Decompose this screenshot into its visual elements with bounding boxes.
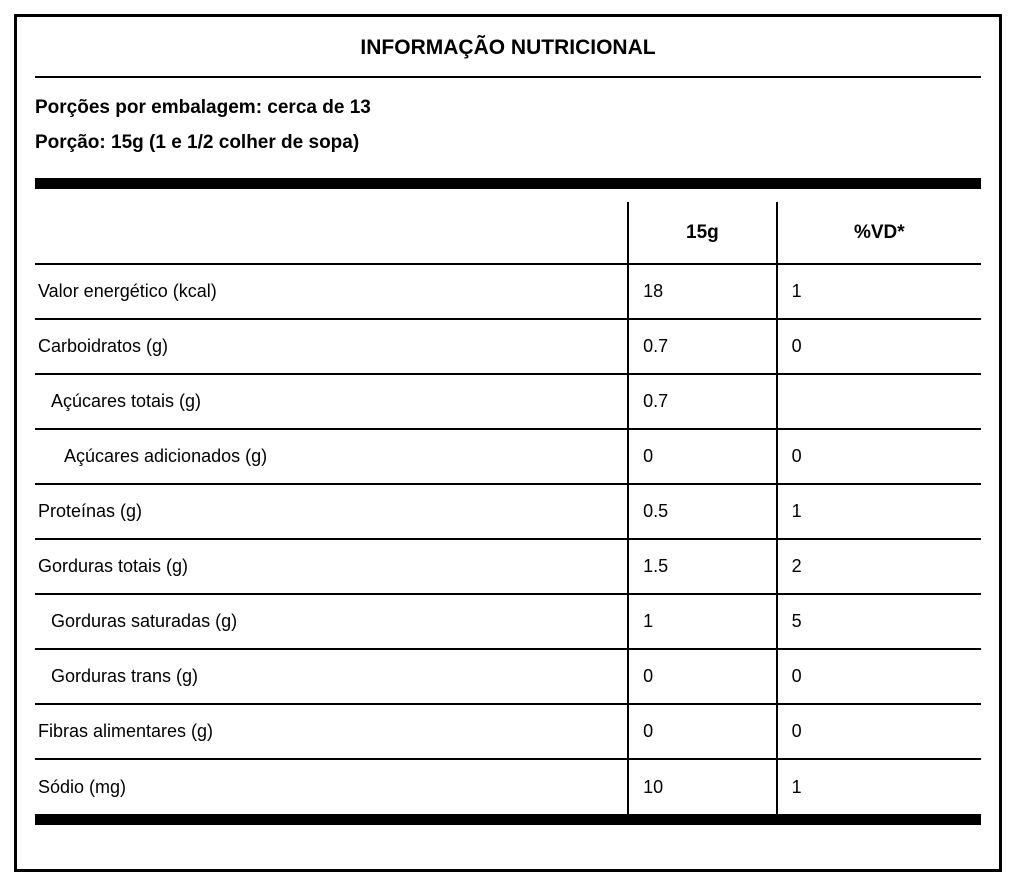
amount-cell: 10 (627, 759, 777, 814)
header-row: 15g %VD* (35, 202, 981, 265)
amount-cell: 1 (627, 594, 777, 650)
dv-cell: 2 (775, 539, 981, 595)
servings-per-package: Porções por embalagem: cerca de 13 (35, 97, 371, 118)
table-row: Gorduras totais (g) 1.5 2 (35, 539, 981, 595)
amount-cell: 0.5 (627, 484, 777, 540)
dv-cell (775, 374, 981, 430)
dv-cell: 0 (775, 319, 981, 375)
table-row: Proteínas (g) 0.5 1 (35, 484, 981, 540)
table-row: Gorduras saturadas (g) 1 5 (35, 594, 981, 650)
table-row: Açúcares adicionados (g) 0 0 (35, 429, 981, 485)
amount-cell: 18 (627, 264, 777, 320)
column-header-name (35, 202, 629, 265)
table-row: Açúcares totais (g) 0.7 (35, 374, 981, 430)
column-header-amount: 15g (627, 202, 777, 265)
nutrient-name-cell: Proteínas (g) (35, 484, 629, 540)
nutrient-table-body: Valor energético (kcal) 18 1 Carboidratos (… (35, 264, 981, 814)
nutrient-name-cell: Sódio (mg) (38, 776, 127, 797)
amount-cell: 0 (627, 429, 777, 485)
nutrient-name-cell: Gorduras saturadas (g) (35, 594, 629, 650)
portion-info: Porções por embalagem: cerca de 13 Porçã… (35, 90, 981, 160)
amount-cell: 0.7 (627, 319, 777, 375)
nutrient-name-cell: Gorduras trans (g) (35, 649, 629, 705)
nutrient-name-cell: Fibras alimentares (g) (35, 704, 629, 760)
nutrient-name-cell: Açúcares totais (g) (35, 374, 629, 430)
column-header-dv: %VD* (775, 202, 981, 265)
dv-cell: 0 (775, 649, 981, 705)
nutrition-table: 15g %VD* Valor energético (kcal) 18 1 Carbo… (35, 202, 981, 814)
amount-cell: 0 (627, 704, 777, 760)
title-divider (35, 76, 981, 78)
nutrient-name-cell: Carboidratos (g) (35, 319, 629, 375)
dv-cell: 0 (775, 704, 981, 760)
table-row: Valor energético (kcal) 18 1 (35, 264, 981, 320)
nutrient-name-cell: Açúcares adicionados (g) (35, 429, 629, 485)
table-row: Gorduras trans (g) 0 0 (35, 649, 981, 705)
table-header: 15g %VD* (35, 202, 981, 265)
dv-cell: 1 (775, 484, 981, 540)
amount-cell: 1.5 (627, 539, 777, 595)
amount-cell: 0 (627, 649, 777, 705)
thick-bar-top (35, 178, 981, 189)
nutrition-label: INFORMAÇÃO NUTRICIONAL Porções por embal… (14, 14, 1002, 872)
dv-cell: 1 (775, 759, 981, 814)
table-row: Carboidratos (g) 0.7 0 (35, 319, 981, 375)
nutrient-name-cell: Valor energético (kcal) (35, 264, 629, 320)
table-row: Fibras alimentares (g) 0 0 (35, 704, 981, 760)
label-title: INFORMAÇÃO NUTRICIONAL (360, 36, 656, 59)
serving-size: Porção: 15g (1 e 1/2 colher de sopa) (35, 132, 360, 153)
amount-cell: 0.7 (627, 374, 777, 430)
dv-cell: 5 (775, 594, 981, 650)
thick-bar-bottom (35, 814, 981, 825)
table-row: Sódio (mg) 10 1 (35, 759, 981, 814)
nutrient-name-cell: Gorduras totais (g) (35, 539, 629, 595)
dv-cell: 1 (775, 264, 981, 320)
dv-cell: 0 (775, 429, 981, 485)
